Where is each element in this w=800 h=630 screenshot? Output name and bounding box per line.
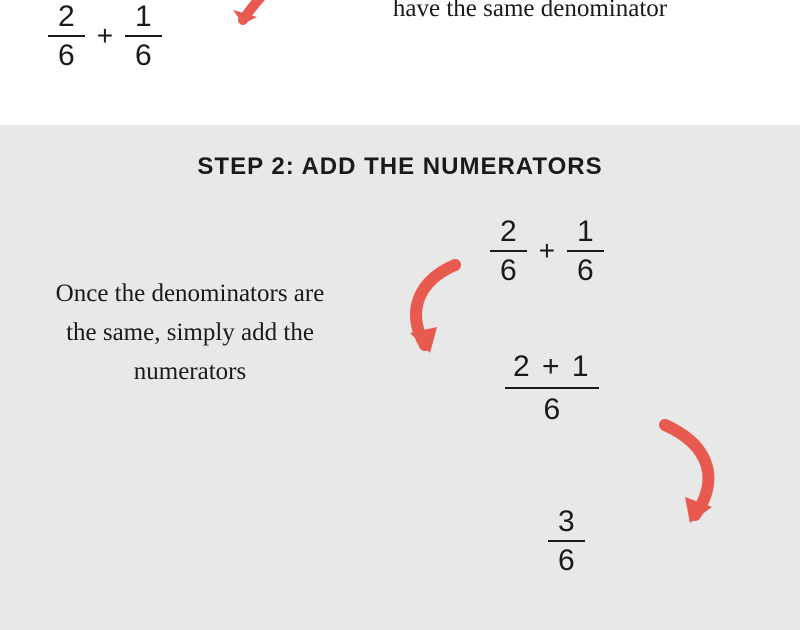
numerator: 2	[48, 0, 85, 35]
numerator-expression: 2 + 1	[505, 350, 599, 387]
denominator: 6	[548, 542, 585, 577]
plus-sign: +	[539, 235, 555, 267]
denominator: 6	[567, 252, 604, 287]
plus-sign: +	[97, 20, 113, 52]
numerator: 3	[548, 505, 585, 540]
curved-arrow-icon	[385, 255, 485, 375]
fraction-1-6: 1 6	[567, 215, 604, 287]
curved-arrow-icon	[640, 415, 740, 545]
equation-step1: 2 6 + 1 6	[48, 0, 162, 72]
denominator: 6	[490, 252, 527, 287]
equation-step2-result: 3 6	[548, 505, 585, 577]
curved-arrow-icon	[225, 0, 305, 42]
step2-section: STEP 2: ADD THE NUMERATORS Once the deno…	[0, 125, 800, 630]
numerator: 1	[125, 0, 162, 35]
fraction-2-6: 2 6	[48, 0, 85, 72]
equation-step2-line2: 2 + 1 6	[505, 350, 599, 426]
numerator: 1	[567, 215, 604, 250]
denominator: 6	[125, 37, 162, 72]
fraction-1-6: 1 6	[125, 0, 162, 72]
numerator: 2	[490, 215, 527, 250]
fraction-3-6: 3 6	[548, 505, 585, 577]
step1-section: 2 6 + 1 6 have the same denominator	[0, 0, 800, 125]
denominator: 6	[535, 389, 568, 426]
step2-title: STEP 2: ADD THE NUMERATORS	[0, 153, 800, 181]
denominator: 6	[48, 37, 85, 72]
step2-explanation: Once the denominators are the same, simp…	[40, 275, 340, 391]
fraction-2-6: 2 6	[490, 215, 527, 287]
step1-explanation: have the same denominator	[380, 0, 680, 29]
equation-step2-line1: 2 6 + 1 6	[490, 215, 604, 287]
